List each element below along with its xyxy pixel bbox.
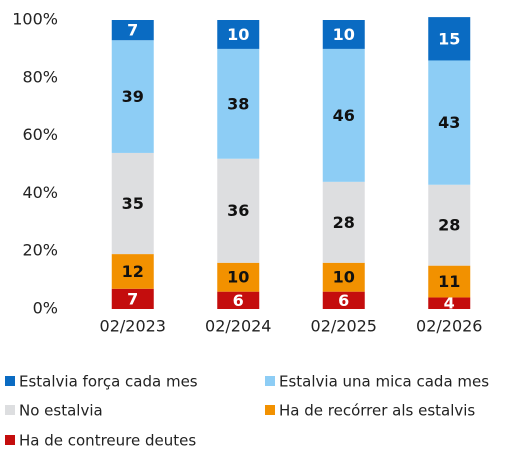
value-label: 15: [438, 29, 460, 48]
bar-segment: [111, 20, 154, 41]
bar-segment: [322, 48, 365, 182]
value-label: 39: [122, 87, 144, 106]
bar-segment: [217, 48, 260, 159]
value-label: 38: [227, 94, 249, 113]
value-label: 10: [333, 268, 355, 287]
bar-segment: [428, 60, 471, 185]
value-label: 46: [333, 106, 355, 125]
bar-segment: [322, 181, 365, 263]
value-label: 10: [333, 25, 355, 44]
value-label: 10: [227, 268, 249, 287]
legend-label: No estalvia: [19, 402, 103, 420]
bar-segment: [428, 17, 471, 61]
bar-segment: [217, 291, 260, 309]
bar-segment: [217, 262, 260, 292]
bar-segment: [111, 152, 154, 255]
value-label: 6: [338, 291, 349, 310]
bar-segment: [428, 297, 471, 309]
y-tick-label: 80%: [22, 67, 58, 86]
value-label: 7: [127, 21, 138, 40]
value-label: 28: [333, 213, 355, 232]
bar-segment: [428, 265, 471, 298]
value-label: 7: [127, 289, 138, 308]
y-tick-label: 40%: [22, 183, 58, 202]
value-label: 28: [438, 216, 460, 235]
value-label: 10: [227, 25, 249, 44]
value-label: 4: [444, 294, 455, 313]
bar-segment: [322, 20, 365, 49]
value-label: 6: [233, 291, 244, 310]
bar-segment: [217, 158, 260, 263]
bar-segment: [217, 20, 260, 49]
bar-segment: [111, 40, 154, 153]
y-tick-label: 0%: [33, 299, 58, 318]
value-label: 35: [122, 194, 144, 213]
legend-swatch: [5, 376, 15, 386]
legend-label: Estalvia una mica cada mes: [279, 373, 489, 391]
value-label: 43: [438, 113, 460, 132]
value-label: 12: [122, 262, 144, 281]
legend-swatch: [265, 405, 275, 415]
bar-segment: [322, 262, 365, 292]
legend-swatch: [265, 376, 275, 386]
value-label: 11: [438, 272, 460, 291]
x-tick-label: 02/2023: [100, 317, 166, 336]
x-tick-label: 02/2025: [311, 317, 377, 336]
bar-segment: [428, 184, 471, 266]
y-tick-label: 100%: [12, 10, 58, 29]
bar-segment: [322, 291, 365, 309]
y-tick-label: 20%: [22, 241, 58, 260]
legend-label: Ha de contreure deutes: [19, 432, 196, 450]
legend-label: Ha de recórrer als estalvis: [279, 402, 475, 420]
bar-segment: [111, 254, 154, 289]
x-tick-label: 02/2026: [416, 317, 482, 336]
y-tick-label: 60%: [22, 125, 58, 144]
legend-label: Estalvia força cada mes: [19, 373, 198, 391]
bar-segment: [111, 288, 154, 309]
legend-swatch: [5, 405, 15, 415]
x-tick-label: 02/2024: [205, 317, 271, 336]
legend-swatch: [5, 435, 15, 445]
value-label: 36: [227, 201, 249, 220]
